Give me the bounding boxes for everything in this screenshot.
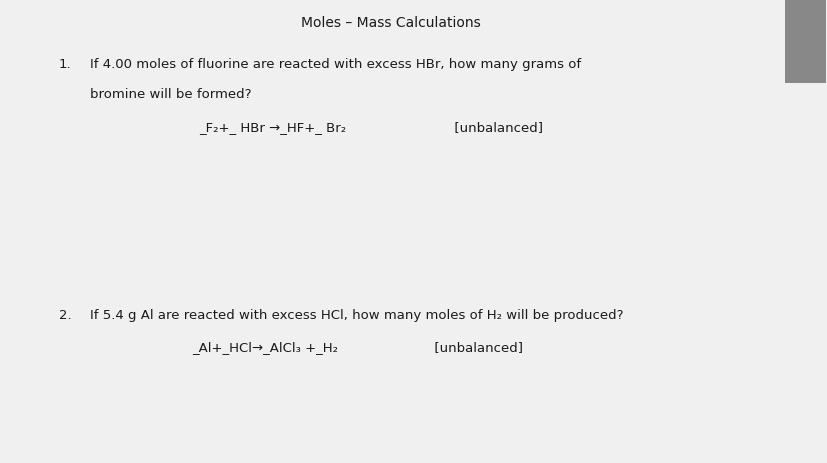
Text: bromine will be formed?: bromine will be formed? xyxy=(90,88,251,101)
Text: If 5.4 g Al are reacted with excess HCl, how many moles of H₂ will be produced?: If 5.4 g Al are reacted with excess HCl,… xyxy=(90,308,623,321)
Text: If 4.00 moles of fluorine are reacted with excess HBr, how many grams of: If 4.00 moles of fluorine are reacted wi… xyxy=(90,58,581,71)
Text: _F₂+_ HBr →_HF+_ Br₂: _F₂+_ HBr →_HF+_ Br₂ xyxy=(199,120,347,133)
Text: 2.: 2. xyxy=(59,308,71,321)
Bar xyxy=(784,0,825,83)
Text: [unbalanced]: [unbalanced] xyxy=(446,120,543,133)
Text: 1.: 1. xyxy=(59,58,71,71)
Text: Moles – Mass Calculations: Moles – Mass Calculations xyxy=(301,16,480,30)
Text: [unbalanced]: [unbalanced] xyxy=(426,340,523,353)
Text: _Al+_HCl→_AlCl₃ +_H₂: _Al+_HCl→_AlCl₃ +_H₂ xyxy=(192,340,337,353)
